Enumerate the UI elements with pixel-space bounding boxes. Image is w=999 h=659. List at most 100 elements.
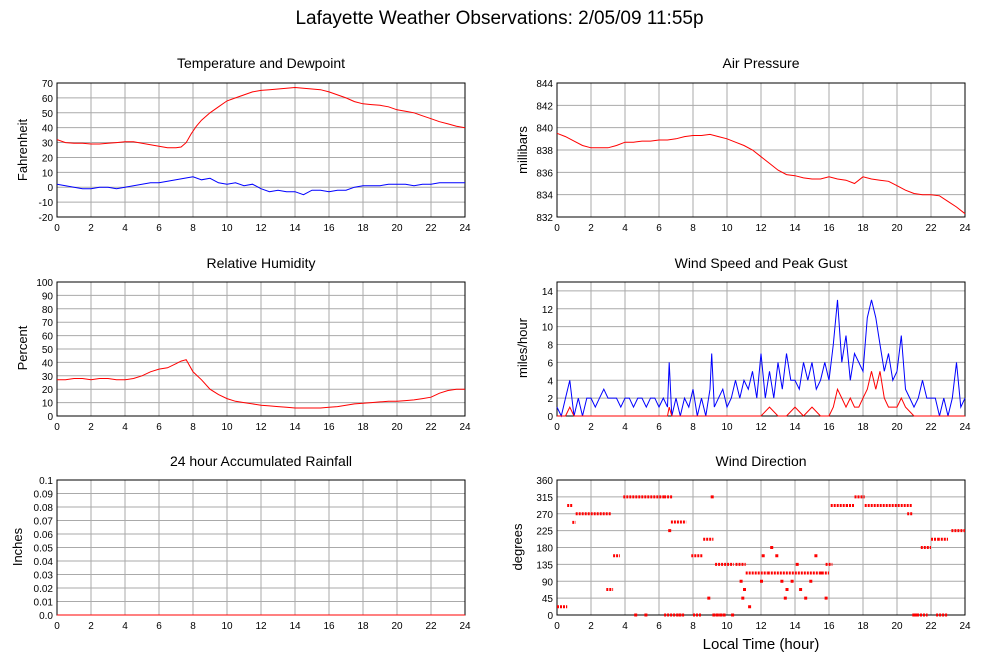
pressure-series-0-line — [556, 132, 966, 215]
temp-xtick-label: 24 — [459, 223, 471, 234]
pressure-ytick-label: 838 — [536, 146, 553, 157]
pressure-ytick-label: 844 — [536, 79, 553, 90]
humidity-ytick-label: 100 — [36, 278, 53, 289]
temp-ytick-label: -10 — [39, 198, 54, 209]
pressure-ytick-label: 836 — [536, 168, 553, 179]
humidity-xtick-label: 2 — [88, 422, 94, 433]
rain-ytick-label: 0.05 — [34, 544, 54, 555]
winddir-ylabel: degrees — [510, 523, 525, 570]
winddir-ytick-label: 45 — [542, 594, 554, 605]
humidity-ytick-label: 20 — [42, 385, 54, 396]
rain-xtick-label: 18 — [357, 621, 369, 632]
winddir-xtick-label: 0 — [554, 621, 560, 632]
humidity-xtick-label: 0 — [54, 422, 60, 433]
winddir-plot-border — [556, 479, 966, 616]
winddir-direction-point — [743, 588, 746, 591]
humidity-ylabel: Percent — [15, 325, 30, 370]
humidity-xtick-label: 20 — [391, 422, 403, 433]
humidity-xtick-label: 22 — [425, 422, 437, 433]
rain-ytick-label: 0.01 — [34, 598, 54, 609]
humidity-xtick-label: 10 — [221, 422, 233, 433]
temp-xtick-label: 4 — [122, 223, 128, 234]
page-title: Lafayette Weather Observations: 2/05/09 … — [295, 8, 704, 29]
wind-xtick-label: 4 — [622, 422, 628, 433]
temp-xtick-label: 18 — [357, 223, 369, 234]
temp-series-0-line — [56, 86, 466, 149]
wind-xtick-label: 14 — [789, 422, 801, 433]
wind-xtick-label: 22 — [925, 422, 937, 433]
temp-xtick-label: 22 — [425, 223, 437, 234]
pressure-xtick-label: 24 — [959, 223, 971, 234]
winddir-direction-point — [731, 613, 735, 617]
temp-ytick-label: 20 — [42, 153, 54, 164]
winddir-direction-point — [719, 613, 723, 617]
rain-ytick-label: 0.09 — [34, 490, 54, 501]
rain-title: 24 hour Accumulated Rainfall — [170, 453, 352, 469]
humidity-plot-border — [56, 281, 466, 417]
wind-series-1-line — [557, 371, 965, 417]
winddir-direction-point — [678, 613, 682, 617]
pressure-xtick-label: 8 — [690, 223, 696, 234]
winddir-xtick-label: 16 — [823, 621, 835, 632]
pressure-ytick-label: 834 — [536, 191, 553, 202]
winddir-direction-point — [712, 613, 716, 617]
winddir-xtick-label: 20 — [891, 621, 903, 632]
winddir-direction-point — [741, 596, 745, 600]
temp-xtick-label: 12 — [255, 223, 267, 234]
rain-ytick-label: 0.02 — [34, 584, 54, 595]
winddir-xtick-label: 14 — [789, 621, 801, 632]
winddir-xtick-label: 8 — [690, 621, 696, 632]
temp-ytick-label: 50 — [42, 109, 54, 120]
pressure-xtick-label: 10 — [721, 223, 733, 234]
temp-ytick-label: 30 — [42, 139, 54, 150]
pressure-xtick-label: 6 — [656, 223, 662, 234]
winddir-xtick-label: 18 — [857, 621, 869, 632]
winddir-ytick-label: 0 — [547, 611, 553, 622]
winddir-direction-point — [824, 596, 828, 600]
pressure-xtick-label: 2 — [588, 223, 594, 234]
temp-xtick-label: 6 — [156, 223, 162, 234]
humidity-title: Relative Humidity — [207, 255, 316, 271]
temp-xtick-label: 16 — [323, 223, 335, 234]
winddir-xtick-label: 12 — [755, 621, 767, 632]
winddir-direction-point — [780, 579, 784, 583]
pressure-ylabel: millibars — [515, 126, 530, 174]
winddir-direction-point — [722, 613, 726, 617]
pressure-xtick-label: 4 — [622, 223, 628, 234]
winddir-title: Wind Direction — [715, 453, 806, 469]
wind-ylabel: miles/hour — [515, 317, 530, 378]
pressure-plot-border — [556, 82, 966, 218]
winddir-xtick-label: 4 — [622, 621, 628, 632]
wind-ytick-label: 2 — [547, 394, 553, 405]
rain-xtick-label: 24 — [459, 621, 471, 632]
plots-layer: 0 2 4 6 8 10 12 14 16 18 20 22 24-20-100102030405060… — [34, 79, 971, 632]
winddir-ytick-label: 180 — [536, 544, 553, 555]
rain-ytick-label: 0.08 — [34, 503, 54, 514]
winddir-direction-point — [739, 579, 743, 583]
humidity-ytick-label: 0 — [47, 412, 53, 423]
rain-ylabel: Inches — [10, 527, 25, 566]
rain-xtick-label: 0 — [54, 621, 60, 632]
winddir-direction-point — [644, 613, 648, 617]
winddir-direction-point — [761, 554, 765, 558]
rain-xtick-label: 12 — [255, 621, 267, 632]
winddir-ytick-label: 135 — [536, 560, 553, 571]
winddir-ytick-label: 270 — [536, 510, 553, 521]
humidity-xtick-label: 16 — [323, 422, 335, 433]
rain-xtick-label: 6 — [156, 621, 162, 632]
winddir-direction-point — [783, 596, 787, 600]
humidity-xtick-label: 24 — [459, 422, 471, 433]
winddir-xtick-label: 22 — [925, 621, 937, 632]
wind-ytick-label: 6 — [547, 358, 553, 369]
wind-xtick-label: 12 — [755, 422, 767, 433]
wind-xtick-label: 0 — [554, 422, 560, 433]
pressure-xtick-label: 20 — [891, 223, 903, 234]
temp-title: Temperature and Dewpoint — [177, 55, 345, 71]
wind-title: Wind Speed and Peak Gust — [675, 255, 848, 271]
wind-xtick-label: 8 — [690, 422, 696, 433]
winddir-direction-point — [748, 605, 752, 609]
rain-xtick-label: 4 — [122, 621, 128, 632]
rain-xtick-label: 16 — [323, 621, 335, 632]
winddir-xtick-label: 24 — [959, 621, 971, 632]
pressure-xtick-label: 18 — [857, 223, 869, 234]
